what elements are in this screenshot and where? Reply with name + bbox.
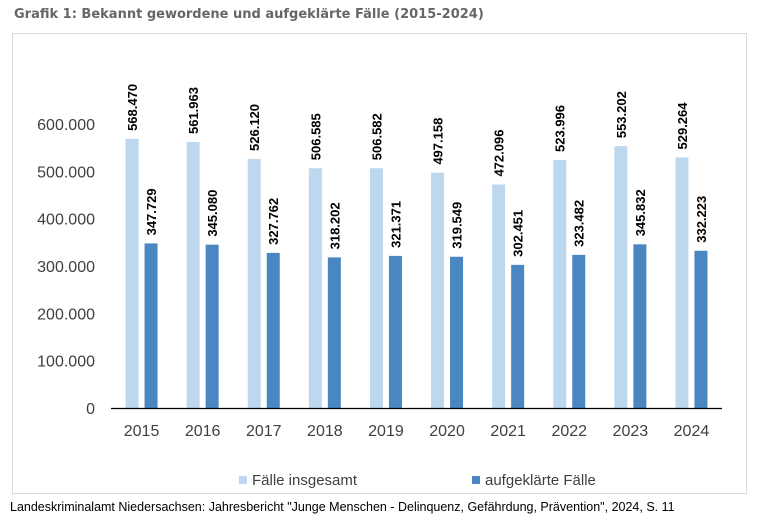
x-tick-label: 2015	[124, 423, 160, 440]
data-label: 345.832	[633, 189, 648, 236]
bar-cleared	[511, 264, 525, 408]
data-label: 561.963	[186, 87, 201, 134]
data-label: 318.202	[327, 202, 342, 249]
bar-cleared	[327, 257, 341, 408]
y-tick-label: 400.000	[37, 212, 95, 229]
bar-total	[125, 138, 139, 408]
data-label: 526.120	[247, 104, 262, 151]
bar-total	[614, 146, 628, 408]
x-tick-label: 2022	[551, 423, 587, 440]
y-tick-label: 0	[86, 401, 95, 418]
bar-total	[431, 172, 445, 408]
bar-total	[247, 158, 261, 408]
bar-total	[675, 157, 689, 408]
chart-frame	[12, 33, 747, 494]
data-label: 302.451	[511, 210, 526, 257]
bar-cleared	[388, 255, 402, 408]
legend-label: Fälle insgesamt	[252, 472, 358, 489]
bar-total	[553, 159, 567, 408]
data-label: 506.582	[369, 113, 384, 160]
data-label: 332.223	[694, 196, 709, 243]
data-label: 529.264	[675, 102, 690, 150]
bar-cleared	[633, 244, 647, 408]
y-tick-label: 200.000	[37, 306, 95, 323]
data-label: 319.549	[450, 202, 465, 249]
legend-swatch	[472, 476, 480, 484]
bar-cleared	[694, 250, 708, 408]
bar-total	[369, 168, 383, 408]
data-label: 323.482	[572, 200, 587, 247]
bar-total	[492, 184, 506, 408]
data-label: 553.202	[614, 91, 629, 138]
data-label: 568.470	[125, 84, 140, 131]
data-label: 345.080	[205, 190, 220, 237]
source-note: Landeskriminalamt Niedersachsen: Jahresb…	[10, 500, 675, 514]
x-tick-label: 2017	[246, 423, 282, 440]
bar-total	[308, 168, 322, 408]
x-tick-label: 2018	[307, 423, 343, 440]
legend-swatch	[239, 476, 247, 484]
bar-cleared	[450, 256, 464, 408]
x-tick-label: 2019	[368, 423, 404, 440]
data-label: 321.371	[388, 201, 403, 248]
data-label: 497.158	[431, 118, 446, 165]
y-tick-label: 600.000	[37, 117, 95, 134]
legend-label: aufgeklärte Fälle	[485, 472, 596, 489]
x-tick-label: 2024	[674, 423, 710, 440]
x-tick-label: 2023	[613, 423, 649, 440]
data-label: 523.996	[553, 105, 568, 152]
bar-cleared	[144, 243, 158, 408]
data-label: 347.729	[144, 188, 159, 235]
bar-total	[186, 142, 200, 408]
chart-title: Grafik 1: Bekannt gewordene und aufgeklä…	[14, 7, 484, 22]
y-tick-label: 300.000	[37, 259, 95, 276]
x-tick-label: 2021	[490, 423, 526, 440]
bar-cleared	[205, 244, 219, 408]
data-label: 472.096	[492, 130, 507, 177]
bar-cleared	[572, 254, 586, 408]
data-label: 327.762	[266, 198, 281, 245]
y-tick-label: 100.000	[37, 354, 95, 371]
bar-chart: 0 100.000 200.000 300.000 400.000 500.000 600.…	[37, 84, 722, 489]
bar-cleared	[266, 252, 280, 408]
data-label: 506.585	[308, 113, 323, 160]
y-tick-label: 500.000	[37, 164, 95, 181]
x-tick-label: 2016	[185, 423, 221, 440]
x-tick-label: 2020	[429, 423, 465, 440]
